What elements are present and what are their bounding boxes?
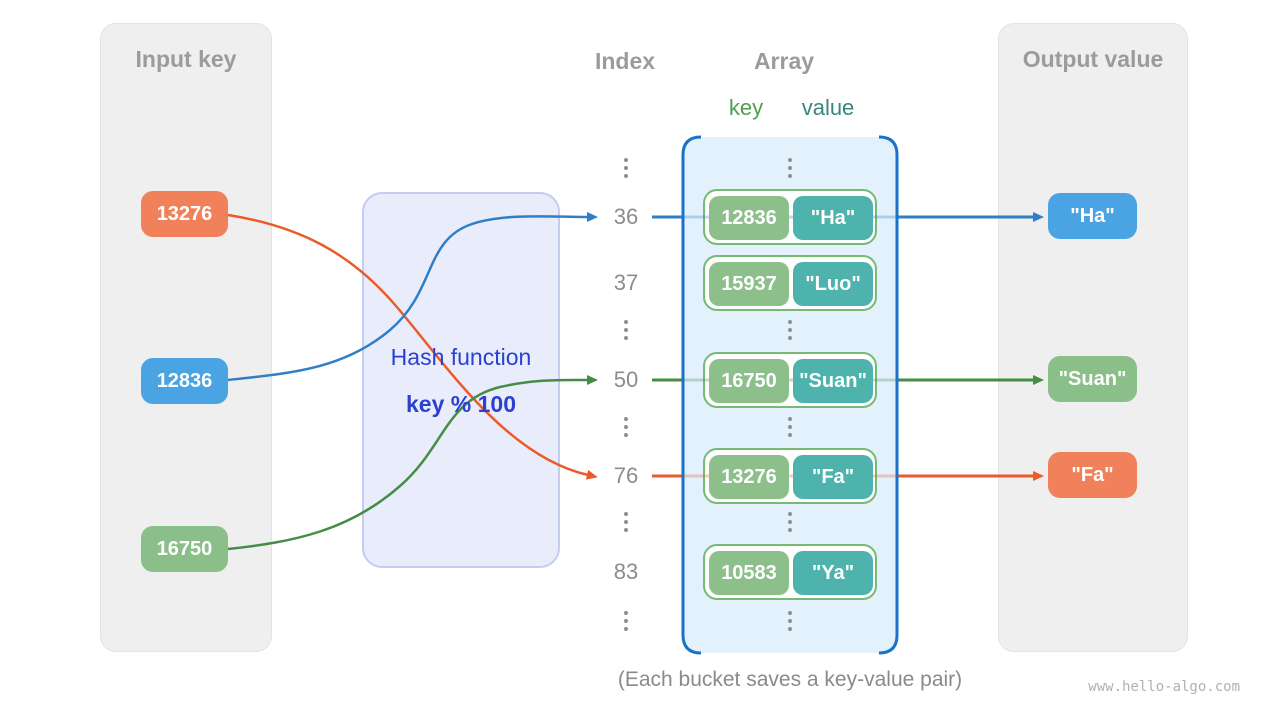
bucket-value: "Fa" (793, 455, 873, 499)
bucket-key: 16750 (709, 359, 789, 403)
input-panel-title: Input key (135, 46, 237, 72)
hash-function-label: Hash function (390, 344, 532, 370)
bucket-row: 16750 "Suan" (703, 352, 877, 408)
input-key-chip: 13276 (141, 191, 228, 237)
index-header: Index (594, 48, 656, 74)
vertical-ellipsis (786, 158, 794, 178)
output-value-chip: "Ha" (1048, 193, 1137, 239)
array-right-bracket (878, 135, 899, 655)
curve-12836-to-36 (227, 211, 598, 382)
index-value: 37 (613, 270, 639, 295)
vertical-ellipsis (786, 512, 794, 532)
key-column-label: key (728, 95, 764, 120)
bucket-row: 12836 "Ha" (703, 189, 877, 245)
output-value-chip: "Fa" (1048, 452, 1137, 498)
vertical-ellipsis (622, 417, 630, 437)
bucket-row: 15937 "Luo" (703, 255, 877, 311)
input-key-chip: 12836 (141, 358, 228, 404)
bucket-value: "Suan" (793, 359, 873, 403)
bucket-key: 13276 (709, 455, 789, 499)
index-value: 76 (613, 463, 639, 488)
array-header: Array (753, 48, 815, 74)
bucket-row: 10583 "Ya" (703, 544, 877, 600)
vertical-ellipsis (622, 611, 630, 631)
bucket-value: "Luo" (793, 262, 873, 306)
vertical-ellipsis (786, 611, 794, 631)
vertical-ellipsis (786, 320, 794, 340)
vertical-ellipsis (786, 417, 794, 437)
index-value: 83 (613, 559, 639, 584)
output-value-chip: "Suan" (1048, 356, 1137, 402)
caption: (Each bucket saves a key-value pair) (617, 668, 963, 691)
bucket-key: 10583 (709, 551, 789, 595)
array-left-bracket (681, 135, 702, 655)
output-value-panel (998, 23, 1188, 652)
bucket-row: 13276 "Fa" (703, 448, 877, 504)
index-value: 50 (613, 367, 639, 392)
bucket-key: 15937 (709, 262, 789, 306)
hash-function-box (362, 192, 560, 568)
hash-formula: key % 100 (406, 391, 516, 417)
index-value: 36 (613, 204, 639, 229)
bucket-key: 12836 (709, 196, 789, 240)
vertical-ellipsis (622, 512, 630, 532)
vertical-ellipsis (622, 158, 630, 178)
value-column-label: value (801, 95, 855, 120)
curve-16750-to-50 (227, 374, 598, 551)
vertical-ellipsis (622, 320, 630, 340)
input-key-chip: 16750 (141, 526, 228, 572)
watermark: www.hello-algo.com (1088, 679, 1240, 695)
bucket-value: "Ha" (793, 196, 873, 240)
bucket-value: "Ya" (793, 551, 873, 595)
curve-13276-to-76 (227, 213, 598, 480)
output-panel-title: Output value (1022, 46, 1164, 72)
